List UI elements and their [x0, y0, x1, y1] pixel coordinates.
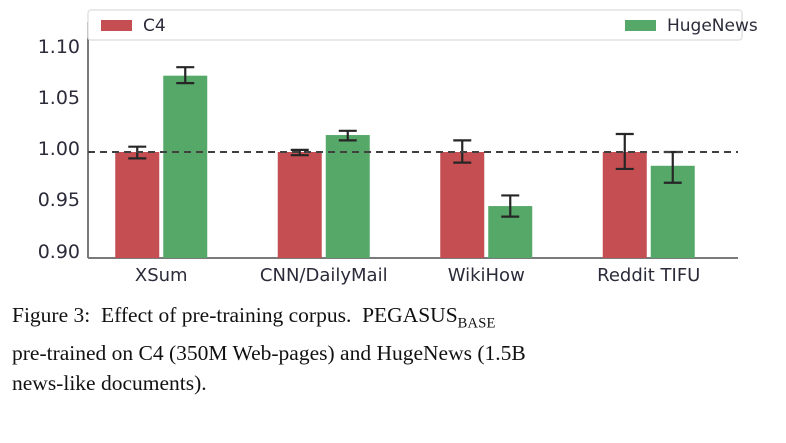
legend-box: [87, 9, 743, 41]
bars-layer: [115, 66, 695, 259]
caption-line-1: Figure 3: Effect of pre-training corpus.…: [12, 300, 774, 338]
y-tick-label: 1.00: [38, 138, 80, 160]
legend-swatch-hugenews: [625, 20, 656, 31]
caption-line-3: news-like documents).: [12, 371, 207, 396]
caption-label: Figure 3:: [12, 303, 91, 327]
legend: C4 HugeNews: [87, 9, 758, 41]
caption-model-name: PEGASUS: [362, 303, 458, 327]
y-tick-label: 0.95: [38, 189, 80, 211]
legend-label-hugenews: HugeNews: [667, 16, 758, 36]
caption-line-2: pre-trained on C4 (350M Web-pages) and H…: [12, 341, 526, 366]
y-tick-label: 1.10: [38, 36, 80, 58]
y-axis-tick-labels: 1.10 1.05 1.00 0.95 0.90: [38, 36, 80, 263]
caption-model-subscript: BASE: [457, 315, 496, 332]
legend-label-c4: C4: [143, 16, 166, 36]
x-tick-label: XSum: [135, 265, 188, 286]
bar-hugenews-cnn-dailymail: [325, 135, 370, 258]
x-tick-label: CNN/DailyMail: [260, 265, 388, 286]
caption-text-part1: Effect of pre-training corpus.: [100, 303, 352, 327]
error-bar-c4-reddit-tifu: [615, 132, 634, 171]
x-tick-label: Reddit TIFU: [597, 265, 700, 286]
legend-swatch-c4: [101, 20, 132, 31]
error-bar-hugenews-cnn-dailymail: [338, 129, 357, 142]
x-tick-label: WikiHow: [448, 265, 525, 286]
figure-caption: Figure 3: Effect of pre-training corpus.…: [12, 300, 774, 398]
figure-container: 1.10 1.05 1.00 0.95 0.90 XSum CNN/DailyMa…: [38, 9, 758, 286]
y-tick-label: 1.05: [38, 87, 80, 109]
error-bar-hugenews-xsum: [176, 66, 195, 85]
bar-hugenews-xsum: [163, 75, 208, 259]
error-bar-hugenews-wikihow: [501, 194, 520, 218]
y-tick-label: 0.90: [38, 241, 80, 263]
x-axis-tick-labels: XSum CNN/DailyMail WikiHow Reddit TIFU: [135, 265, 700, 286]
bar-c4-cnn-dailymail: [277, 152, 322, 258]
bar-c4-wikihow: [440, 152, 485, 258]
error-bar-c4-cnn-dailymail: [290, 148, 309, 157]
bar-chart: 1.10 1.05 1.00 0.95 0.90 XSum CNN/DailyMa…: [38, 9, 758, 286]
bar-c4-xsum: [115, 152, 160, 258]
